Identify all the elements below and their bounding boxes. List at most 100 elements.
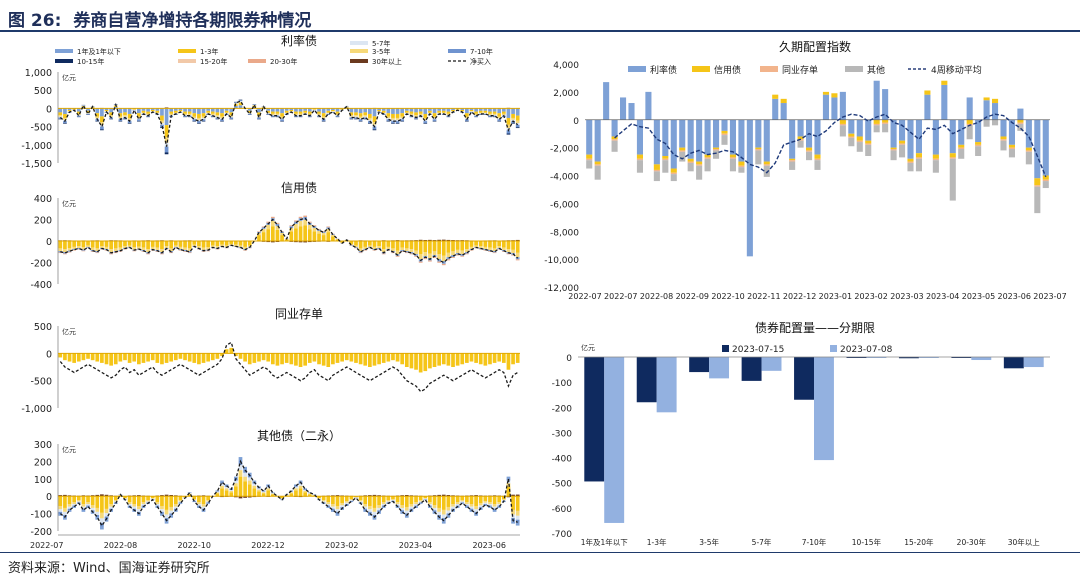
bar-segment bbox=[243, 466, 247, 470]
bar-segment bbox=[1017, 119, 1024, 123]
bar-segment bbox=[224, 349, 229, 354]
bar-segment bbox=[90, 251, 95, 252]
bar-segment bbox=[155, 504, 160, 506]
legend-label: 2023-07-08 bbox=[840, 345, 893, 355]
bar-segment bbox=[653, 164, 660, 170]
bar-segment bbox=[63, 496, 67, 508]
bar-segment bbox=[298, 108, 303, 112]
bar-segment bbox=[400, 119, 405, 121]
bar-segment bbox=[317, 230, 321, 234]
bar-segment bbox=[1000, 136, 1007, 140]
bar-segment bbox=[72, 502, 77, 505]
bar-segment bbox=[890, 150, 897, 161]
bar bbox=[741, 357, 762, 381]
bar-segment bbox=[372, 496, 377, 508]
bar-segment bbox=[492, 241, 497, 249]
bar-segment bbox=[363, 108, 368, 113]
bar-segment bbox=[173, 506, 178, 509]
bar bbox=[636, 357, 657, 403]
bar-segment bbox=[763, 165, 770, 177]
bar-segment bbox=[432, 119, 437, 121]
bar-segment bbox=[224, 112, 229, 114]
bar-segment bbox=[492, 510, 497, 512]
bar-segment bbox=[746, 119, 753, 257]
bar-segment bbox=[257, 491, 261, 497]
bar-segment bbox=[215, 492, 220, 494]
bar-segment bbox=[446, 496, 451, 507]
bar-segment bbox=[192, 116, 197, 119]
bar-segment bbox=[132, 510, 137, 512]
bar-segment bbox=[206, 502, 210, 504]
bar-segment bbox=[418, 241, 423, 255]
bar-segment bbox=[368, 113, 372, 118]
bar-segment bbox=[164, 509, 169, 515]
bar-segment bbox=[234, 102, 238, 104]
bar-segment bbox=[284, 239, 289, 241]
bar-segment bbox=[312, 225, 317, 227]
bar-segment bbox=[266, 113, 271, 115]
y-tick-label: -200 bbox=[552, 404, 573, 414]
bar-segment bbox=[90, 512, 95, 514]
bar-segment bbox=[437, 496, 441, 508]
bar-segment bbox=[86, 112, 90, 114]
bar-segment bbox=[483, 496, 488, 502]
bar-segment bbox=[418, 261, 423, 263]
bar-segment bbox=[511, 113, 515, 118]
y-tick-label: 400 bbox=[34, 194, 52, 205]
bar-segment bbox=[270, 493, 275, 494]
bar-segment bbox=[137, 116, 141, 119]
bar-segment bbox=[395, 506, 400, 508]
bar-segment bbox=[206, 250, 210, 252]
bar-segment bbox=[395, 117, 400, 120]
bar-segment bbox=[229, 115, 234, 117]
bar-segment bbox=[76, 501, 81, 503]
bar-segment bbox=[100, 246, 104, 249]
bar bbox=[656, 357, 677, 413]
chart-title: 债券配置量——分期限 bbox=[755, 320, 875, 335]
bar-segment bbox=[118, 353, 123, 362]
legend-label: 1-3年 bbox=[200, 47, 218, 56]
bar-segment bbox=[137, 118, 141, 120]
bar-segment bbox=[958, 119, 965, 145]
bar bbox=[689, 357, 710, 373]
bar-segment bbox=[234, 476, 238, 479]
bar-segment bbox=[515, 108, 520, 116]
bar-segment bbox=[474, 114, 478, 116]
bar-segment bbox=[224, 108, 229, 111]
bar-segment bbox=[173, 504, 178, 507]
chart-duration: 久期配置指数 4,000 2,000 0 -2,000 -4,000 -6,000 -8,00… bbox=[544, 39, 1066, 301]
bar-segment bbox=[247, 110, 252, 113]
bar-segment bbox=[294, 113, 298, 115]
bar-segment bbox=[127, 241, 132, 246]
bar-segment bbox=[670, 119, 677, 169]
x-tick-label: 2023-04 bbox=[399, 541, 432, 550]
bar-segment bbox=[873, 123, 880, 126]
bar-segment bbox=[478, 353, 483, 365]
bar-segment bbox=[197, 246, 201, 249]
bar-segment bbox=[197, 108, 201, 114]
bar-segment bbox=[173, 241, 178, 246]
bar-segment bbox=[63, 121, 67, 124]
x-tick-label: 2023-01 bbox=[819, 292, 852, 301]
bar-segment bbox=[381, 496, 386, 503]
y-tick-label: -400 bbox=[552, 455, 573, 465]
bar-segment bbox=[465, 502, 469, 505]
bar-segment bbox=[474, 514, 478, 516]
bar-segment bbox=[441, 255, 446, 262]
bar-segment bbox=[488, 250, 492, 252]
bar-segment bbox=[358, 496, 363, 501]
x-tick-label: 1年及1年以下 bbox=[581, 537, 629, 547]
bar-segment bbox=[899, 144, 906, 158]
bar-segment bbox=[806, 147, 813, 151]
bar-segment bbox=[95, 507, 100, 512]
bar-segment bbox=[381, 502, 386, 505]
x-tick-label: 2022-07 bbox=[604, 292, 637, 301]
bar-segment bbox=[270, 353, 275, 365]
bar-segment bbox=[349, 500, 354, 501]
bar-segment bbox=[252, 483, 257, 486]
bar-segment bbox=[501, 496, 506, 500]
bar-segment bbox=[284, 353, 289, 363]
bar-segment bbox=[215, 353, 220, 359]
bar-segment bbox=[81, 508, 86, 511]
bar-segment bbox=[289, 109, 294, 112]
